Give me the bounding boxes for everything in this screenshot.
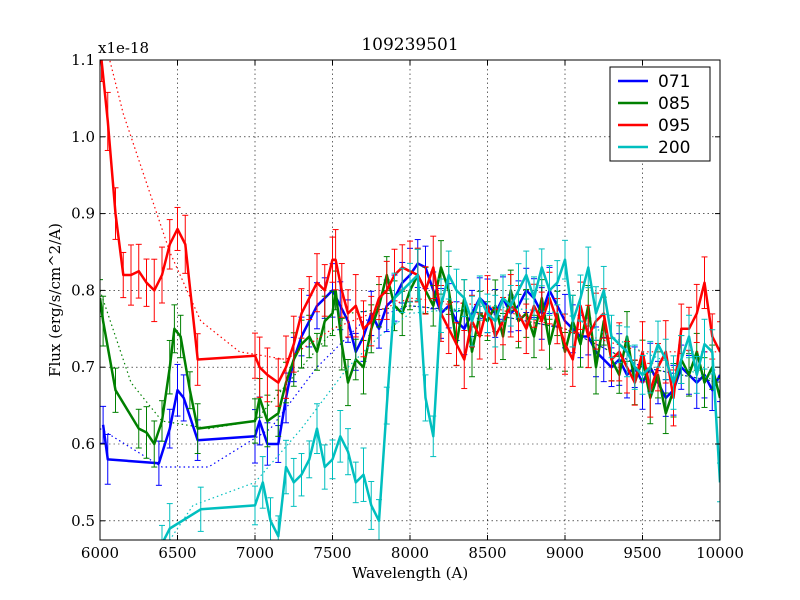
series-095-fit-line: [109, 60, 720, 361]
series-200: [159, 239, 720, 540]
legend-label-200: 200: [658, 138, 690, 158]
x-tick-label: 6000: [81, 544, 119, 562]
x-tick-label: 7500: [313, 544, 351, 562]
legend-label-095: 095: [658, 116, 690, 136]
y-tick-label: 1.0: [71, 128, 95, 146]
series-200-fit-line: [169, 305, 720, 540]
y-tick-label: 1.1: [71, 51, 95, 69]
legend-label-071: 071: [658, 72, 690, 92]
y-tick-label: 0.7: [71, 358, 95, 376]
legend-label-085: 085: [658, 94, 690, 114]
y-tick-label: 0.8: [71, 281, 95, 299]
series-095-line: [100, 60, 720, 400]
ticks: 6000 6500 7000 7500 8000 8500 9000 9500 10000 0.5…: [71, 51, 744, 562]
chart-title: 109239501: [361, 35, 458, 55]
x-tick-label: 8000: [391, 544, 429, 562]
legend-box: [609, 66, 711, 162]
x-tick-label: 7000: [236, 544, 274, 562]
x-tick-label: 9000: [546, 544, 584, 562]
y-axis-label: Flux (erg/s/cm^2/A): [46, 223, 64, 377]
x-axis-label: Wavelength (A): [352, 564, 468, 582]
y-multiplier-label: x1e-18: [98, 39, 149, 57]
y-tick-label: 0.9: [71, 205, 95, 223]
series-layer: [100, 60, 720, 540]
x-tick-label: 9500: [623, 544, 661, 562]
y-tick-label: 0.5: [71, 512, 95, 530]
y-tick-label: 0.6: [71, 435, 95, 453]
x-tick-label: 6500: [158, 544, 196, 562]
x-tick-label: 10000: [696, 544, 744, 562]
series-200-line: [162, 258, 720, 540]
series-071-fit-line: [100, 305, 720, 468]
x-tick-label: 8500: [468, 544, 506, 562]
